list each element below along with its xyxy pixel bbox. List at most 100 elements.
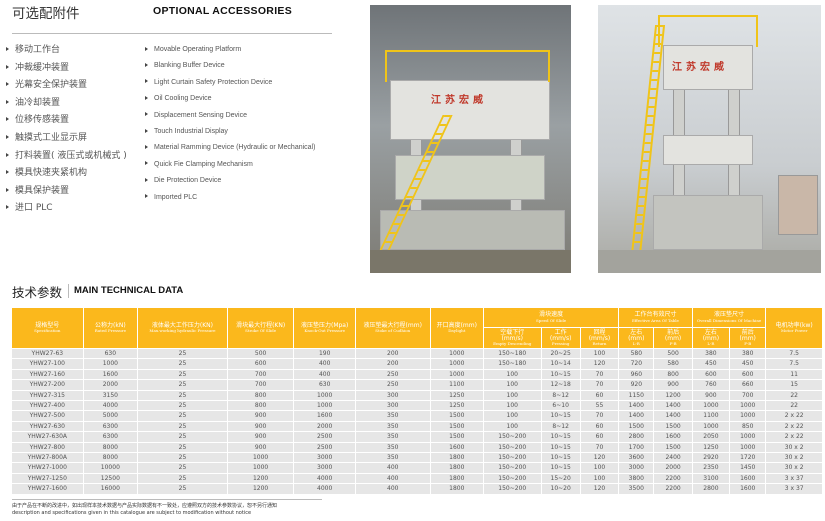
- header-cushion-lr: 左右 (mm) L-R: [692, 328, 730, 348]
- table-row: YHW27-1000 10000 25 1000 3000 400 1800 150~200 1…: [12, 463, 822, 473]
- table-cell: YHW27-400: [12, 401, 83, 411]
- table-cell: YHW27-100: [12, 359, 83, 369]
- table-cell: 380: [692, 349, 730, 359]
- table-cell: 760: [692, 380, 730, 390]
- table-cell: 3150: [83, 390, 138, 401]
- technical-title-en: MAIN TECHNICAL DATA: [74, 285, 184, 296]
- table-cell: 1500: [430, 411, 484, 421]
- safety-railing: [658, 15, 758, 47]
- table-cell: 150~200: [484, 484, 541, 494]
- accessory-item: Oil Cooling Device: [141, 94, 315, 110]
- table-row: YHW27-1600 16000 25 1200 4000 400 1800 150~200 1…: [12, 484, 822, 494]
- press-bed: [653, 195, 763, 250]
- table-cell: 60: [580, 421, 619, 432]
- table-cell: 5000: [83, 411, 138, 421]
- press-crown: 江苏宏威: [390, 80, 550, 140]
- header-spec: 规格型号 Specification: [12, 308, 83, 348]
- table-cell: 450: [730, 359, 766, 369]
- table-cell: 580: [654, 359, 692, 369]
- table-cell: 400: [355, 473, 430, 484]
- accessory-label: Quick Fie Clamping Mechanism: [154, 160, 253, 168]
- table-cell: 900: [654, 380, 692, 390]
- table-cell: 600: [692, 369, 730, 380]
- table-cell: 25: [138, 411, 227, 421]
- table-cell: 1400: [654, 401, 692, 411]
- accessory-label: Die Protection Device: [154, 177, 222, 185]
- press-bed: [380, 210, 565, 250]
- table-cell: 1000: [430, 349, 484, 359]
- table-cell: 1000: [227, 463, 294, 473]
- table-cell: 1000: [692, 421, 730, 432]
- accessory-label: 油冷却装置: [15, 97, 61, 108]
- table-cell: 630: [83, 349, 138, 359]
- table-cell: 25: [138, 349, 227, 359]
- table-cell: 100: [580, 463, 619, 473]
- floor: [598, 250, 821, 273]
- table-cell: 55: [580, 401, 619, 411]
- table-cell: 8000: [83, 453, 138, 463]
- table-cell: 1400: [654, 411, 692, 421]
- table-cell: 3000: [294, 453, 355, 463]
- header-cushion-fb: 前后 (mm) F-B: [730, 328, 766, 348]
- accessory-label: Touch Industrial Display: [154, 127, 228, 135]
- accessory-item: Die Protection Device: [141, 176, 315, 192]
- accessory-item: Blanking Buffer Device: [141, 61, 315, 77]
- table-cell: 2500: [294, 432, 355, 442]
- accessory-label: Oil Cooling Device: [154, 95, 212, 103]
- table-cell: 1000: [430, 359, 484, 369]
- header-return: 回程 (mm/s) Return: [580, 328, 619, 348]
- table-cell: 100: [484, 390, 541, 401]
- divider: [12, 33, 332, 34]
- table-cell: 1000: [430, 369, 484, 380]
- technical-data-table: 规格型号 Specification 公称力(kN) Rated Pressure …: [11, 307, 823, 495]
- table-cell: YHW27-63: [12, 349, 83, 359]
- table-cell: 1000: [730, 432, 766, 442]
- table-row: YHW27-315 3150 25 800 1000 300 1250 100 8~12 60 11…: [12, 390, 822, 401]
- table-cell: 1000: [692, 401, 730, 411]
- table-cell: 1000: [730, 442, 766, 453]
- table-cell: 30 x 2: [766, 442, 822, 453]
- table-cell: 8~12: [541, 421, 580, 432]
- bullet-icon: [6, 99, 9, 104]
- table-cell: 16000: [83, 484, 138, 494]
- table-cell: 500: [654, 349, 692, 359]
- table-cell: 25: [138, 390, 227, 401]
- accessories-title-cn: 可选配附件: [12, 6, 80, 22]
- press-crown: 江苏宏威: [663, 45, 753, 90]
- table-cell: 600: [730, 369, 766, 380]
- table-cell: 70: [580, 380, 619, 390]
- table-cell: 1600: [730, 473, 766, 484]
- table-row: YHW27-100 1000 25 600 400 200 1000 150~180 10~14…: [12, 359, 822, 369]
- table-cell: 350: [355, 453, 430, 463]
- table-cell: 1800: [430, 453, 484, 463]
- accessories-title-en: OPTIONAL ACCESSORIES: [153, 5, 293, 17]
- table-cell: YHW27-630A: [12, 432, 83, 442]
- table-cell: 22: [766, 390, 822, 401]
- table-cell: 4000: [294, 484, 355, 494]
- table-cell: 150~180: [484, 349, 541, 359]
- table-cell: 1400: [619, 401, 654, 411]
- accessory-item: 位移传感装置: [2, 114, 127, 132]
- bullet-icon: [145, 194, 148, 199]
- table-cell: 1450: [730, 463, 766, 473]
- table-cell: 1100: [692, 411, 730, 421]
- table-cell: YHW27-160: [12, 369, 83, 380]
- table-cell: 1100: [430, 380, 484, 390]
- table-cell: 900: [227, 421, 294, 432]
- header-cushion-dim: 液压垫尺寸 Overall Dimensions Of Machine: [692, 308, 766, 327]
- bullet-icon: [145, 63, 148, 68]
- table-cell: 10000: [83, 463, 138, 473]
- table-cell: 1500: [654, 421, 692, 432]
- accessory-item: 模具保护装置: [2, 185, 127, 203]
- table-cell: 150~200: [484, 463, 541, 473]
- table-cell: 1600: [83, 369, 138, 380]
- table-cell: 120: [580, 453, 619, 463]
- header-empty: 空载下行 (mm/s) Empty Descending: [484, 328, 541, 348]
- accessory-label: 位移传感装置: [15, 115, 70, 126]
- table-cell: 11: [766, 369, 822, 380]
- header-rated: 公称力(kN) Rated Pressure: [83, 308, 138, 348]
- header-maxwork: 液体最大工作压力(KN) Max.working hydraulic Pressu…: [138, 308, 227, 348]
- table-cell: 1000: [83, 359, 138, 369]
- table-cell: 2400: [654, 453, 692, 463]
- header-pressing: 工作 (mm/s) Pressing: [541, 328, 580, 348]
